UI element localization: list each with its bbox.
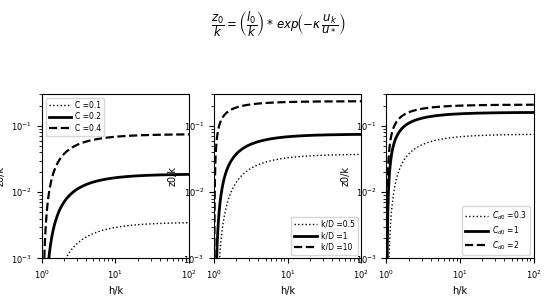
Legend: k/D =0.5, k/D =1, k/D =10: k/D =0.5, k/D =1, k/D =10	[291, 217, 358, 254]
Y-axis label: z0/k: z0/k	[0, 166, 6, 186]
Legend: $C_{d0}$ =0.3, $C_{d0}$ =1, $C_{d0}$ =2: $C_{d0}$ =0.3, $C_{d0}$ =1, $C_{d0}$ =2	[463, 206, 530, 254]
X-axis label: h/k: h/k	[280, 286, 295, 296]
Text: $\dfrac{z_0}{k} = \left(\dfrac{l_0}{k}\right) * \,exp\!\left(-\kappa\,\dfrac{u_k: $\dfrac{z_0}{k} = \left(\dfrac{l_0}{k}\r…	[211, 9, 345, 39]
Y-axis label: z0/k: z0/k	[340, 166, 350, 186]
Y-axis label: z0/k: z0/k	[168, 166, 178, 186]
X-axis label: h/k: h/k	[453, 286, 468, 296]
Legend: C =0.1, C =0.2, C =0.4: C =0.1, C =0.2, C =0.4	[46, 98, 105, 136]
X-axis label: h/k: h/k	[108, 286, 123, 296]
